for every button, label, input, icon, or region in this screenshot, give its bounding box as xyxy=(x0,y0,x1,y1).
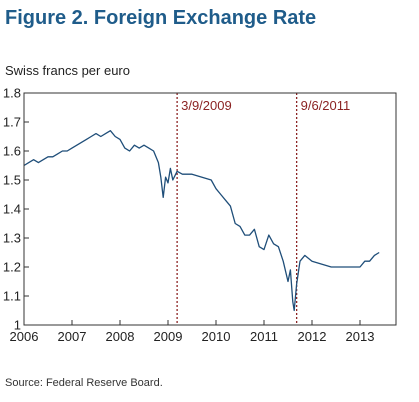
y-tick-label: 1.7 xyxy=(3,115,21,130)
chart-title: Figure 2. Foreign Exchange Rate xyxy=(5,7,317,29)
series-line xyxy=(23,130,380,312)
y-tick-label: 1.2 xyxy=(3,260,21,275)
y-tick-label: 1.8 xyxy=(3,86,21,101)
annotation-label: 3/9/2009 xyxy=(181,98,232,113)
x-tick-label: 2006 xyxy=(10,329,39,344)
y-tick-label: 1.4 xyxy=(3,202,21,217)
x-tick-label: 2009 xyxy=(154,329,183,344)
x-tick-label: 2013 xyxy=(346,329,375,344)
y-tick-label: 1.5 xyxy=(3,173,21,188)
y-tick-label: 1.3 xyxy=(3,231,21,246)
y-axis-label: Swiss francs per euro xyxy=(5,63,130,78)
x-tick-label: 2007 xyxy=(58,329,87,344)
y-tick-label: 1.1 xyxy=(3,289,21,304)
source-note: Source: Federal Reserve Board. xyxy=(5,377,163,389)
x-axis-ticks: 2006 2007 2008 2009 2010 2011 2012 2013 xyxy=(10,320,375,344)
x-tick-label: 2011 xyxy=(250,329,278,344)
annotation-label: 9/6/2011 xyxy=(301,98,351,113)
x-tick-label: 2010 xyxy=(202,329,231,344)
y-tick-label: 1 xyxy=(14,318,21,333)
y-axis-ticks: 1 1.1 1.2 1.3 1.4 1.5 1.6 1.7 1.8 xyxy=(3,86,29,333)
y-tick-label: 1.6 xyxy=(3,144,21,159)
annotations: 3/9/2009 9/6/2011 xyxy=(176,93,351,325)
x-tick-label: 2012 xyxy=(298,329,327,344)
plot-area xyxy=(23,92,397,326)
x-tick-label: 2008 xyxy=(106,329,135,344)
